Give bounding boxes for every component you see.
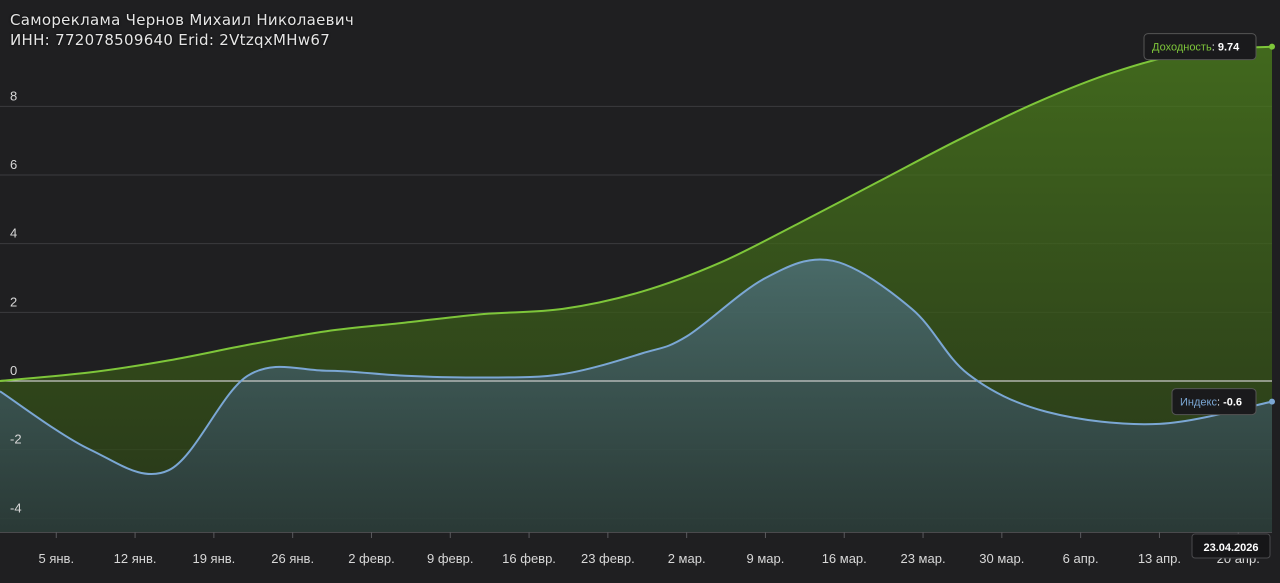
svg-text:Индекс: -0.6: Индекс: -0.6: [1180, 397, 1242, 409]
watermark: Самореклама Чернов Михаил Николаевич ИНН…: [10, 10, 354, 50]
series-areas: [0, 46, 1272, 532]
x-tick-label: 2 мар.: [668, 551, 706, 566]
x-tick-label: 16 мар.: [822, 551, 867, 566]
svg-text:23.04.2026: 23.04.2026: [1203, 542, 1258, 554]
current-date-label: 23.04.2026: [1191, 533, 1271, 559]
x-tick-label: 23 февр.: [581, 551, 635, 566]
series-line-index: [0, 258, 1273, 476]
x-tick-label: 12 янв.: [114, 551, 157, 566]
x-tick-label: 9 мар.: [747, 551, 785, 566]
svg-text:Доходность: 9.74: Доходность: 9.74: [1152, 42, 1240, 54]
y-tick-label: 2: [10, 294, 17, 309]
x-tick-label: 16 февр.: [502, 551, 556, 566]
y-axis: -4 -2 0 2 4 6 8: [10, 88, 22, 515]
x-tick-label: 2 февр.: [348, 551, 395, 566]
series-end-point: [1269, 398, 1275, 405]
y-tick-label: -2: [10, 432, 22, 447]
end-label-yield: Доходность: 9.74: [1143, 33, 1257, 61]
series-line-yield: [0, 45, 1273, 382]
x-tick-label: 30 мар.: [979, 551, 1024, 566]
x-tick-label: 26 янв.: [271, 551, 314, 566]
x-tick-label: 23 мар.: [900, 551, 945, 566]
x-tick-label: 19 янв.: [192, 551, 235, 566]
series-area-index: [0, 259, 1272, 532]
y-tick-label: 4: [10, 226, 17, 241]
end-labels: Доходность: 9.74 Индекс: -0.6 23.04.2026: [1143, 33, 1271, 559]
x-tick-label: 13 апр.: [1138, 551, 1181, 566]
series-end-point: [1269, 43, 1275, 50]
x-axis: 5 янв. 12 янв. 19 янв. 26 янв. 2 февр. 9 февр…: [0, 532, 1272, 566]
watermark-line-1: Самореклама Чернов Михаил Николаевич: [10, 11, 355, 29]
y-tick-label: 6: [10, 157, 17, 172]
x-tick-label: 6 апр.: [1063, 551, 1099, 566]
y-tick-label: -4: [10, 500, 22, 515]
y-tick-label: 0: [10, 363, 17, 378]
x-tick-label: 5 янв.: [38, 551, 74, 566]
end-label-index: Индекс: -0.6: [1171, 388, 1257, 416]
watermark-line-2: ИНН: 772078509640 Erid: 2VtzqxMHw67: [10, 31, 331, 49]
y-tick-label: 8: [10, 88, 17, 103]
series-lines: [0, 43, 1275, 476]
x-tick-label: 9 февр.: [427, 551, 474, 566]
